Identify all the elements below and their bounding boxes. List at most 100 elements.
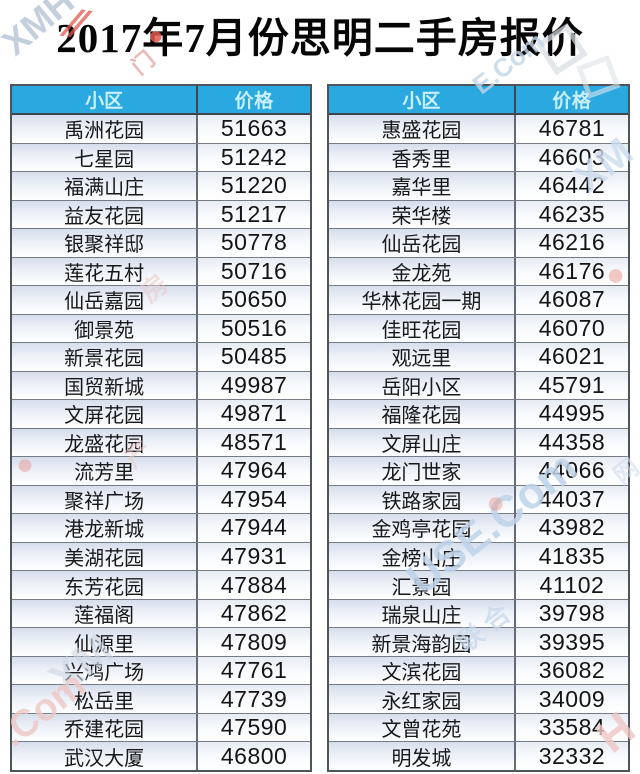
table-row: 瑞泉山庄 39798 [329, 598, 628, 628]
community-name-cell: 莲花五村 [12, 257, 199, 286]
price-cell: 47954 [198, 485, 310, 514]
community-name-cell: 龙门世家 [329, 457, 516, 485]
table-row: 惠盛花园 46781 [329, 115, 628, 143]
price-cell: 51217 [198, 200, 310, 229]
community-name-cell: 观远里 [329, 343, 516, 371]
table-row: 文曾花苑 33584 [329, 712, 628, 742]
community-name-cell: 美湖花园 [12, 542, 199, 571]
table-row: 永红家园 34009 [329, 684, 628, 713]
table-row: 兴鸿广场 47761 [12, 655, 310, 685]
community-name-cell: 岳阳小区 [329, 371, 516, 400]
table-row: 松岳里 47739 [12, 684, 310, 713]
community-name-cell: 益友花园 [12, 200, 199, 229]
community-name-cell: 金龙苑 [329, 257, 516, 286]
community-name-cell: 乔建花园 [12, 713, 199, 742]
table-row: 东芳花园 47884 [12, 570, 310, 599]
community-name-cell: 文滨花园 [329, 656, 516, 685]
price-cell: 46070 [515, 314, 628, 343]
table-row: 国贸新城 49987 [12, 370, 310, 400]
price-cell: 47931 [198, 542, 310, 571]
price-cell: 51220 [198, 172, 310, 200]
community-name-cell: 新景花园 [12, 343, 199, 371]
community-name-cell: 荣华楼 [329, 200, 516, 229]
community-name-cell: 嘉华里 [329, 172, 516, 200]
community-name-cell: 瑞泉山庄 [329, 599, 516, 628]
price-cell: 46442 [515, 172, 628, 200]
price-cell: 44066 [515, 457, 628, 485]
table-row: 御景苑 50516 [12, 313, 310, 343]
community-name-cell: 仙源里 [12, 628, 199, 656]
price-cell: 50778 [198, 229, 310, 257]
table-row: 金榜山庄 41835 [329, 541, 628, 571]
price-cell: 39395 [515, 628, 628, 656]
community-name-cell: 铁路家园 [329, 485, 516, 514]
community-name-cell: 仙岳嘉园 [12, 286, 199, 314]
community-name-cell: 银聚祥邸 [12, 229, 199, 257]
price-cell: 50716 [198, 257, 310, 286]
community-name-cell: 兴鸿广场 [12, 656, 199, 685]
table-row: 香秀里 46603 [329, 142, 628, 172]
community-name-cell: 龙盛花园 [12, 428, 199, 457]
table-row: 莲花五村 50716 [12, 256, 310, 286]
table-row: 港龙新城 47944 [12, 513, 310, 542]
price-cell: 46216 [515, 229, 628, 257]
table-row: 汇景园 41102 [329, 570, 628, 599]
table-row: 文屏山庄 44358 [329, 427, 628, 457]
price-cell: 51663 [198, 115, 310, 143]
table-header-row: 小区 价格 [329, 86, 628, 115]
price-cell: 47590 [198, 713, 310, 742]
price-cell: 46087 [515, 286, 628, 314]
table-row: 文屏花园 49871 [12, 399, 310, 428]
table-row: 福隆花园 44995 [329, 399, 628, 428]
price-cell: 45791 [515, 371, 628, 400]
community-name-cell: 惠盛花园 [329, 115, 516, 143]
price-cell: 46603 [515, 143, 628, 172]
price-cell: 50516 [198, 314, 310, 343]
price-cell: 47761 [198, 656, 310, 685]
table-row: 华林花园一期 46087 [329, 285, 628, 314]
price-cell: 44995 [515, 400, 628, 428]
community-name-cell: 仙岳花园 [329, 229, 516, 257]
table-row: 聚祥广场 47954 [12, 484, 310, 514]
community-name-cell: 金榜山庄 [329, 542, 516, 571]
table-row: 佳旺花园 46070 [329, 313, 628, 343]
community-name-cell: 御景苑 [12, 314, 199, 343]
community-name-cell: 流芳里 [12, 457, 199, 485]
price-cell: 33584 [515, 713, 628, 742]
community-name-cell: 福隆花园 [329, 400, 516, 428]
price-cell: 43982 [515, 514, 628, 542]
table-body: 禹洲花园 51663 七星园 51242 福满山庄 51220 益友花园 51217 银聚祥邸 5… [12, 115, 310, 770]
table-row: 禹洲花园 51663 [12, 115, 310, 143]
price-cell: 50485 [198, 343, 310, 371]
table-row: 观远里 46021 [329, 342, 628, 371]
community-name-cell: 新景海韵园 [329, 628, 516, 656]
price-cell: 47884 [198, 571, 310, 599]
table-row: 银聚祥邸 50778 [12, 228, 310, 257]
community-name-cell: 松岳里 [12, 685, 199, 713]
price-cell: 47944 [198, 514, 310, 542]
table-row: 文滨花园 36082 [329, 655, 628, 685]
price-cell: 32332 [515, 742, 628, 770]
community-name-cell: 文屏花园 [12, 400, 199, 428]
community-name-cell: 佳旺花园 [329, 314, 516, 343]
table-row: 乔建花园 47590 [12, 712, 310, 742]
table-row: 美湖花园 47931 [12, 541, 310, 571]
price-cell: 48571 [198, 428, 310, 457]
table-row: 仙岳嘉园 50650 [12, 285, 310, 314]
price-cell: 34009 [515, 685, 628, 713]
price-cell: 41835 [515, 542, 628, 571]
column-header-price: 价格 [234, 91, 274, 112]
price-cell: 51242 [198, 143, 310, 172]
column-header-community: 小区 [12, 86, 199, 113]
table-row: 新景海韵园 39395 [329, 627, 628, 656]
price-cell: 36082 [515, 656, 628, 685]
price-table-right: 小区 价格 惠盛花园 46781 香秀里 46603 嘉华里 46442 荣华楼 46235 仙… [327, 84, 630, 772]
page-title: 2017年7月份思明二手房报价 [56, 15, 584, 61]
community-name-cell: 莲福阁 [12, 599, 199, 628]
table-row: 龙门世家 44066 [329, 456, 628, 485]
price-cell: 47964 [198, 457, 310, 485]
table-row: 龙盛花园 48571 [12, 427, 310, 457]
table-row: 仙源里 47809 [12, 627, 310, 656]
table-row: 益友花园 51217 [12, 199, 310, 229]
